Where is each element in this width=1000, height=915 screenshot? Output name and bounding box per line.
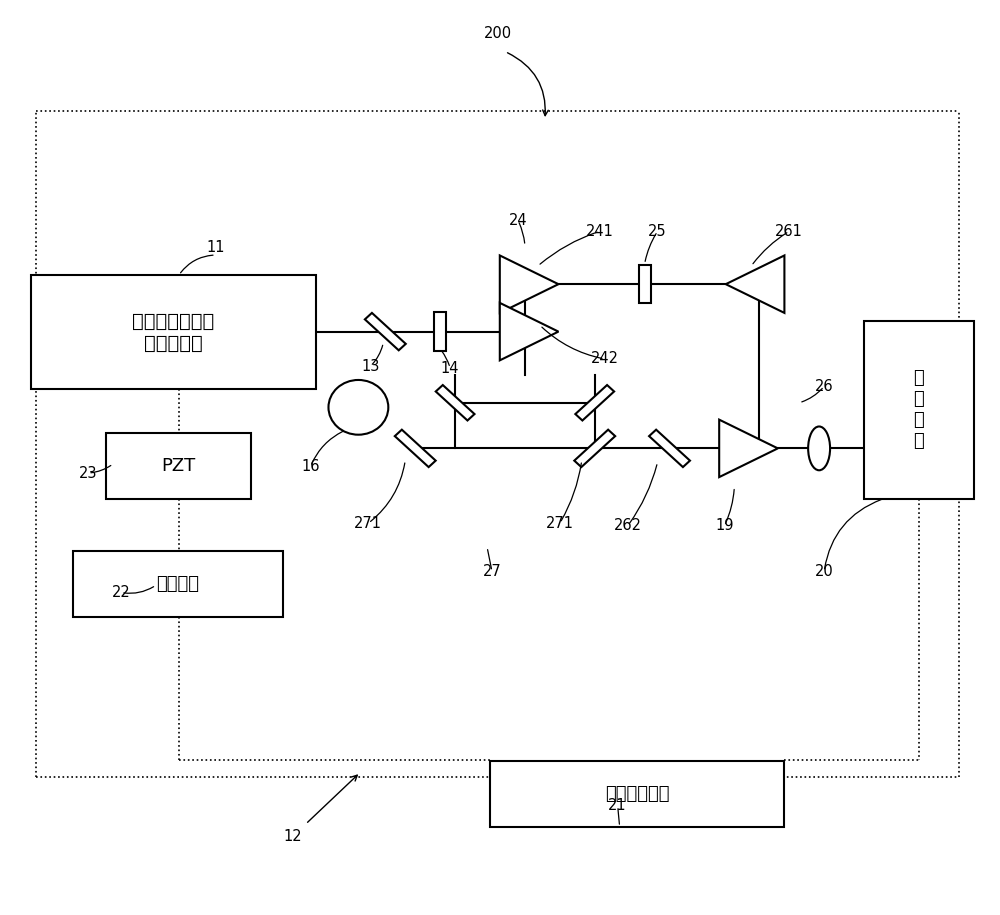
Text: 261: 261 xyxy=(775,224,803,239)
Text: 271: 271 xyxy=(546,516,574,531)
Text: 21: 21 xyxy=(608,799,627,813)
Polygon shape xyxy=(649,430,690,467)
Polygon shape xyxy=(575,385,614,421)
Text: 22: 22 xyxy=(112,585,130,600)
Text: 27: 27 xyxy=(483,564,501,579)
Polygon shape xyxy=(365,313,406,350)
Text: 重频锁定且可调
飞秒激光器: 重频锁定且可调 飞秒激光器 xyxy=(132,312,215,352)
Circle shape xyxy=(328,380,388,435)
Ellipse shape xyxy=(808,426,830,470)
Text: 13: 13 xyxy=(361,359,380,374)
Text: 14: 14 xyxy=(441,361,459,375)
Polygon shape xyxy=(719,420,778,477)
Polygon shape xyxy=(500,255,558,313)
Text: 20: 20 xyxy=(815,564,833,579)
Text: PZT: PZT xyxy=(161,457,196,475)
Text: 11: 11 xyxy=(207,241,225,255)
Bar xyxy=(73,552,283,617)
Text: 触发单元: 触发单元 xyxy=(156,576,199,593)
Polygon shape xyxy=(436,385,475,421)
Bar xyxy=(106,433,251,499)
Text: 24: 24 xyxy=(509,213,527,228)
Polygon shape xyxy=(500,303,558,361)
Text: 25: 25 xyxy=(648,224,667,239)
Text: 271: 271 xyxy=(354,516,382,531)
Text: 16: 16 xyxy=(301,459,320,474)
Text: 探
测
器
件: 探 测 器 件 xyxy=(913,370,924,450)
Text: 23: 23 xyxy=(79,466,97,480)
Text: 242: 242 xyxy=(591,351,619,367)
Polygon shape xyxy=(726,255,784,313)
Text: 信号发生单元: 信号发生单元 xyxy=(605,785,669,803)
Bar xyxy=(31,275,316,389)
Text: 19: 19 xyxy=(715,519,734,533)
Polygon shape xyxy=(395,430,436,467)
Bar xyxy=(434,312,446,350)
Polygon shape xyxy=(574,430,615,467)
Bar xyxy=(490,761,784,827)
Text: 26: 26 xyxy=(815,379,833,393)
Text: 12: 12 xyxy=(283,829,302,844)
Bar xyxy=(864,320,974,499)
Text: 241: 241 xyxy=(586,224,614,239)
Text: 262: 262 xyxy=(614,519,642,533)
Text: 200: 200 xyxy=(484,26,512,41)
Bar xyxy=(639,265,651,304)
